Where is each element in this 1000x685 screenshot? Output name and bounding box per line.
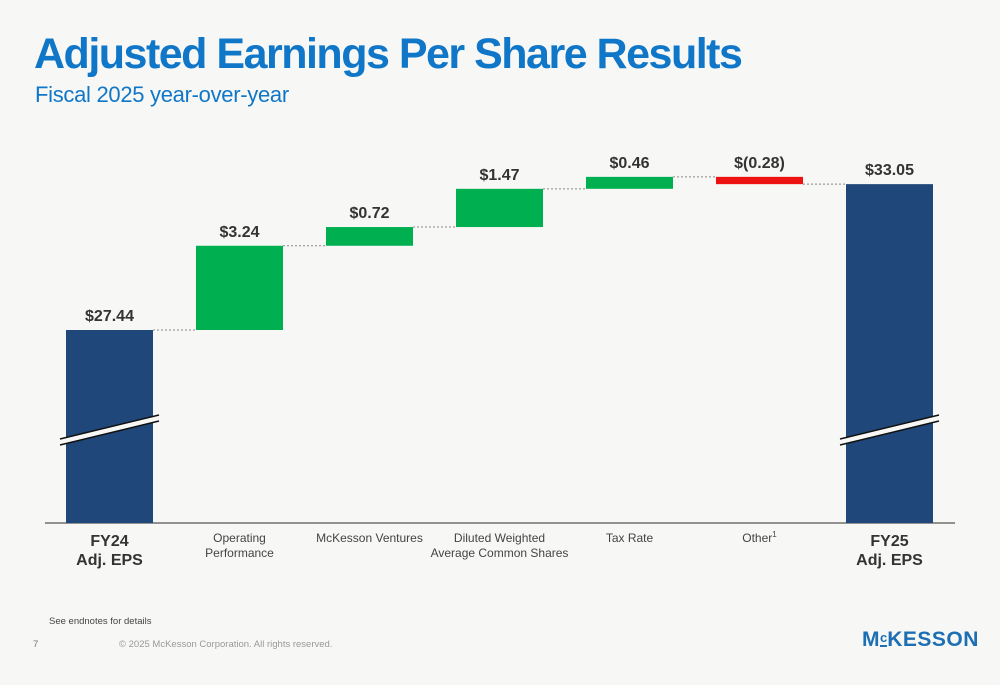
category-label-7: FY25 Adj. EPS (856, 533, 923, 569)
bar-7 (846, 184, 933, 523)
category-label-1: FY24 Adj. EPS (76, 533, 143, 569)
mckesson-logo: McKESSON (862, 628, 979, 652)
bar-2 (196, 246, 283, 330)
copyright: © 2025 McKesson Corporation. All rights … (119, 639, 332, 650)
category-label-4: Diluted Weighted Average Common Shares (431, 531, 569, 560)
bar-4 (456, 189, 543, 227)
data-label-5: $0.46 (609, 155, 649, 172)
category-label-6: Other1 (742, 530, 777, 545)
category-label-3: McKesson Ventures (316, 531, 423, 545)
bar-5 (586, 177, 673, 189)
bar-3 (326, 227, 413, 246)
footnote: See endnotes for details (49, 616, 151, 627)
data-label-7: $33.05 (865, 162, 914, 179)
data-label-4: $1.47 (479, 167, 519, 184)
page-number: 7 (33, 639, 38, 650)
data-label-3: $0.72 (349, 205, 389, 222)
data-label-1: $27.44 (85, 308, 134, 325)
waterfall-chart: $27.44 FY24 Adj. EPS $3.24 Operating Performa… (0, 0, 1000, 685)
category-label-2: Operating Performance (205, 531, 274, 560)
data-label-6: $(0.28) (734, 155, 785, 172)
bar-6 (716, 177, 803, 184)
data-label-2: $3.24 (219, 224, 259, 241)
category-label-5: Tax Rate (606, 531, 654, 545)
